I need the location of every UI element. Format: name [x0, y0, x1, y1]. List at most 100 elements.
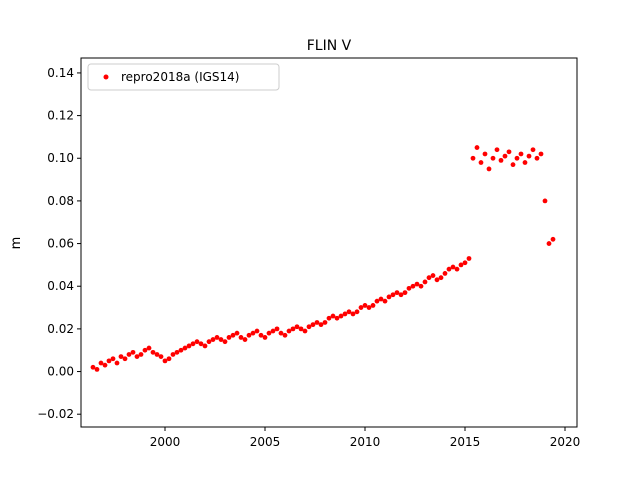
data-point [502, 153, 508, 159]
data-point [370, 303, 376, 308]
data-point [334, 315, 340, 321]
data-points [90, 145, 556, 372]
data-point [222, 339, 228, 345]
data-point [446, 266, 452, 272]
data-point [546, 241, 552, 246]
data-point [402, 290, 408, 296]
x-tick-label: 2015 [450, 435, 481, 449]
legend-box [87, 63, 280, 91]
data-point [418, 283, 424, 289]
data-point [354, 309, 360, 315]
data-point [250, 330, 256, 336]
data-point [318, 322, 324, 328]
y-tick-label: −0.02 [37, 407, 74, 421]
data-point [170, 352, 176, 357]
data-point [274, 326, 280, 332]
x-tick-label: 2010 [350, 435, 381, 449]
y-axis: −0.02 0.00 0.02 0.04 0.06 0.08 0.10 0.12 0.14 [37, 66, 81, 421]
data-point [238, 335, 244, 340]
data-point [174, 349, 180, 355]
data-point [142, 347, 148, 353]
data-point [550, 236, 556, 242]
data-point [202, 343, 208, 349]
y-tick-label: 0.14 [47, 66, 74, 80]
data-point [198, 341, 204, 347]
data-point [498, 157, 504, 163]
data-point [94, 367, 100, 372]
chart-title: FLIN V [307, 38, 352, 54]
data-point [450, 264, 456, 270]
data-point [126, 352, 132, 357]
data-point [374, 298, 380, 304]
data-point [538, 151, 544, 157]
data-point [242, 337, 248, 342]
data-point [118, 354, 124, 360]
data-point [474, 145, 480, 150]
data-point [382, 298, 388, 304]
data-point [406, 285, 412, 291]
data-point [166, 356, 172, 362]
data-point [158, 354, 164, 360]
data-point [526, 153, 532, 159]
data-point [358, 305, 364, 310]
data-point [542, 198, 548, 204]
data-point [494, 147, 500, 153]
data-point [214, 335, 220, 340]
data-point [90, 364, 96, 370]
data-point [430, 273, 436, 278]
data-point [426, 275, 432, 281]
y-tick-label: 0.06 [47, 237, 74, 251]
data-point [230, 332, 236, 338]
data-point [186, 343, 192, 349]
data-point [234, 330, 240, 336]
data-point [366, 305, 372, 310]
data-point [210, 337, 216, 342]
y-axis-label: m [9, 237, 24, 250]
data-point [438, 275, 444, 281]
data-point [246, 332, 252, 338]
data-point [98, 360, 104, 366]
data-point [322, 320, 328, 325]
data-point [134, 354, 140, 360]
data-point [130, 349, 136, 355]
y-tick-label: 0.12 [47, 109, 74, 123]
data-point [114, 360, 120, 366]
data-point [314, 320, 320, 325]
data-point [190, 341, 196, 347]
data-point [286, 328, 292, 334]
data-point [398, 292, 404, 298]
legend: repro2018a (IGS14) [87, 63, 280, 91]
data-point [146, 345, 152, 351]
x-tick-label: 2000 [150, 435, 181, 449]
data-point [258, 332, 264, 338]
data-point [150, 349, 156, 355]
data-point [394, 290, 400, 296]
x-tick-label: 2020 [550, 435, 581, 449]
data-point [270, 328, 276, 334]
data-point [326, 315, 332, 321]
data-point [362, 303, 368, 308]
data-point [262, 335, 268, 340]
x-axis: 2000 2005 2010 2015 2020 [150, 427, 581, 449]
data-point [506, 149, 512, 155]
data-point [338, 313, 344, 319]
y-tick-label: 0.08 [47, 194, 74, 208]
data-point [294, 324, 300, 330]
data-point [266, 330, 272, 336]
data-point [378, 296, 384, 302]
data-point [486, 166, 492, 172]
data-point [302, 328, 308, 334]
data-point [422, 279, 428, 285]
data-point [306, 324, 312, 330]
data-point [346, 309, 352, 315]
data-point [514, 155, 520, 161]
data-point [162, 358, 168, 364]
x-tick-label: 2005 [250, 435, 281, 449]
data-point [310, 322, 316, 328]
data-point [470, 155, 476, 161]
data-point [530, 147, 536, 153]
data-point [462, 260, 468, 266]
data-point [466, 256, 472, 261]
y-tick-label: 0.02 [47, 322, 74, 336]
data-point [458, 262, 464, 268]
